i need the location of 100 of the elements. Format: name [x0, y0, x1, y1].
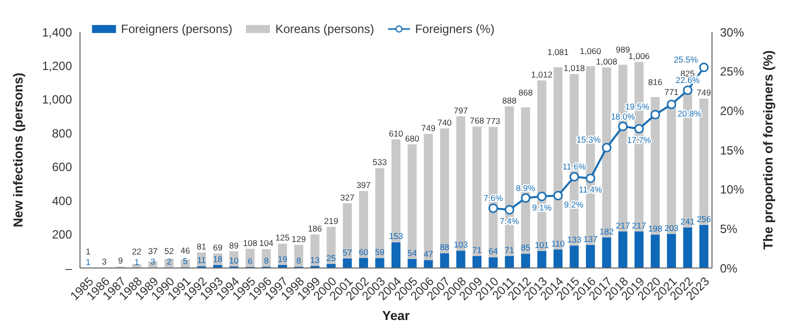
data-label: 771	[664, 86, 679, 97]
data-label: 610	[388, 128, 404, 138]
y-tick-label: 400	[52, 194, 72, 208]
data-label: 19	[278, 254, 288, 264]
data-label: 101	[534, 240, 550, 250]
data-label: 57	[342, 247, 352, 258]
data-label: 129	[292, 234, 306, 244]
data-label: 9	[118, 255, 124, 266]
data-label: 25.5%	[674, 54, 698, 64]
data-label: 13	[310, 254, 320, 265]
data-label: 749	[696, 88, 712, 98]
data-label: 103	[454, 240, 468, 250]
data-label: 327	[340, 192, 355, 202]
data-label: 186	[308, 223, 322, 234]
data-label: 9.1%	[532, 202, 552, 212]
data-label: 5	[182, 256, 188, 266]
data-label: 256	[696, 214, 712, 224]
data-label: 137	[583, 234, 598, 244]
y-tick-label: –	[65, 261, 72, 276]
data-label: 11	[197, 255, 206, 266]
data-label: 46	[180, 246, 190, 256]
data-label: 54	[407, 248, 418, 258]
data-label: 989	[616, 44, 630, 55]
data-label: 219	[324, 216, 339, 226]
data-label: 81	[196, 241, 206, 252]
data-label: 18	[212, 254, 223, 264]
data-label: 749	[421, 122, 436, 133]
data-label: 8.9%	[516, 182, 536, 193]
data-label: 1,008	[596, 56, 618, 66]
data-label: 3	[102, 256, 107, 266]
legend-label: Koreans (persons)	[275, 22, 374, 36]
y2-tick-label: 0%	[720, 261, 738, 276]
y2-tick-label: 25%	[720, 64, 744, 79]
data-label: 104	[259, 238, 274, 248]
data-label: 133	[567, 234, 582, 245]
data-label: 241	[680, 216, 696, 226]
data-label: 17.7%	[627, 134, 652, 145]
data-label: 1	[134, 256, 140, 267]
data-label: 1,006	[628, 50, 650, 61]
y2-tick-label: 30%	[720, 25, 744, 40]
x-axis-title: Year	[382, 308, 410, 323]
data-label: 37	[148, 246, 158, 256]
data-label: 71	[472, 245, 482, 256]
data-label: 1,060	[580, 46, 602, 56]
y-tick-label: 1,200	[42, 58, 72, 73]
y-tick-label: 1,000	[42, 92, 72, 107]
legend-label: Foreigners (persons)	[121, 22, 232, 36]
data-label: 198	[648, 224, 663, 234]
data-label: 69	[212, 242, 223, 252]
data-label: 1,012	[531, 69, 553, 80]
data-label: 6	[248, 256, 253, 266]
data-label: 108	[243, 238, 258, 248]
data-label: 868	[518, 87, 533, 98]
data-label: 52	[164, 246, 174, 256]
data-label: 3	[150, 256, 156, 266]
data-label: 773	[486, 116, 501, 126]
data-label: 203	[664, 222, 679, 233]
data-label: 9.2%	[564, 200, 584, 210]
data-label: 1	[86, 246, 91, 256]
y2-tick-label: 15%	[720, 143, 744, 158]
data-label: 533	[372, 157, 388, 168]
data-label: 11.6%	[562, 162, 586, 172]
data-label: 7.6%	[484, 193, 504, 204]
data-label: 22	[132, 246, 142, 256]
data-label: 797	[454, 105, 468, 116]
y-axis-title: New infections (persons)	[10, 72, 26, 228]
data-label: 8	[296, 256, 302, 266]
data-label: 18.0%	[610, 111, 636, 122]
data-label: 680	[405, 133, 420, 144]
data-label: 1	[86, 256, 91, 267]
data-label: 2	[166, 256, 172, 267]
data-label: 15.3%	[576, 134, 602, 145]
y2-tick-label: 10%	[720, 182, 744, 197]
data-label: 7.4%	[500, 216, 520, 226]
y-tick-label: 800	[52, 126, 72, 140]
data-label: 11.4%	[578, 184, 603, 194]
data-label: 1,018	[564, 62, 586, 73]
y-tick-label: 1,400	[42, 25, 72, 40]
data-label: 182	[600, 226, 614, 236]
legend-label: Foreigners (%)	[415, 22, 494, 36]
data-label: 10	[229, 255, 239, 266]
data-label: 20.8%	[677, 108, 702, 118]
data-label: 60	[358, 246, 369, 257]
data-label: 19.5%	[625, 102, 650, 112]
data-label: 71	[504, 245, 514, 256]
data-label: 153	[388, 231, 404, 242]
data-label: 768	[470, 116, 484, 126]
data-label: 816	[648, 77, 663, 88]
data-label: 217	[616, 220, 630, 230]
data-label: 64	[488, 246, 498, 256]
data-label: 89	[229, 240, 239, 250]
data-label: 88	[440, 242, 450, 252]
data-label: 25	[326, 252, 336, 263]
data-label: 85	[520, 242, 531, 253]
data-label: 1,081	[547, 47, 569, 58]
y-tick-label: 200	[52, 228, 72, 242]
data-label: 59	[375, 247, 385, 258]
data-label: 740	[437, 117, 452, 128]
data-label: 397	[356, 180, 371, 190]
y2-axis-title: The proportion of foreigners (%)	[760, 50, 776, 250]
